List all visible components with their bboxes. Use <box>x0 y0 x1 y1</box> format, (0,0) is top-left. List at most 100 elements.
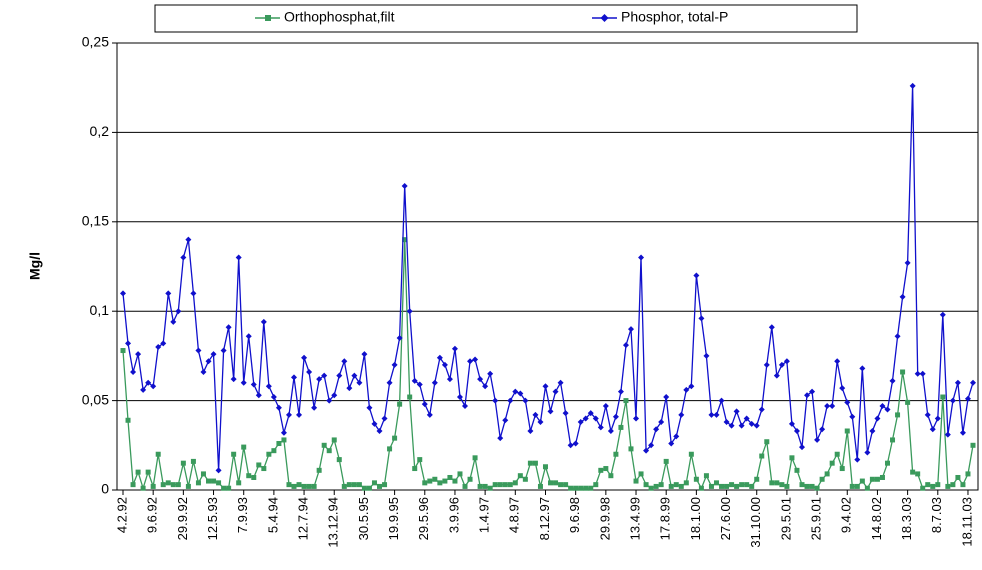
data-point <box>930 483 936 489</box>
data-point <box>698 485 704 491</box>
data-point <box>402 237 408 243</box>
data-point <box>407 394 413 400</box>
data-point <box>798 444 805 451</box>
data-point <box>301 354 308 361</box>
data-point <box>658 419 665 426</box>
data-point <box>175 482 181 488</box>
x-tick-label: 7.9.93 <box>235 497 250 533</box>
data-point <box>125 417 131 423</box>
data-point <box>321 442 327 448</box>
data-point <box>678 411 685 418</box>
data-point <box>754 476 760 482</box>
data-point <box>698 315 705 322</box>
data-point <box>794 467 800 473</box>
data-point <box>502 482 508 488</box>
data-point <box>135 469 141 475</box>
x-tick-label: 4.8.97 <box>507 497 522 533</box>
data-point <box>205 358 212 365</box>
data-point <box>265 383 272 390</box>
data-point <box>950 482 956 488</box>
data-point <box>572 440 579 447</box>
data-point <box>326 448 332 454</box>
data-point <box>165 480 171 486</box>
data-point <box>356 482 362 488</box>
data-point <box>145 379 152 386</box>
data-point <box>940 394 946 400</box>
data-point <box>869 427 876 434</box>
data-point <box>492 397 499 404</box>
data-point <box>230 376 237 383</box>
data-point <box>774 480 780 486</box>
data-point <box>844 399 851 406</box>
data-point <box>925 482 931 488</box>
data-point <box>929 426 936 433</box>
data-point <box>321 372 328 379</box>
x-tick-label: 29.9.98 <box>597 497 612 540</box>
data-point <box>764 439 770 445</box>
data-point <box>562 410 569 417</box>
data-point <box>939 311 946 318</box>
data-point <box>301 483 307 489</box>
data-point <box>160 482 166 488</box>
data-point <box>854 456 861 463</box>
data-point <box>824 402 831 409</box>
data-point <box>427 478 433 484</box>
data-point <box>548 480 554 486</box>
data-point <box>788 420 795 427</box>
data-point <box>175 308 182 315</box>
data-point <box>517 390 524 397</box>
data-point <box>351 482 357 488</box>
x-tick-label: 31.10.00 <box>748 497 763 548</box>
data-point <box>532 411 539 418</box>
data-point <box>884 460 890 466</box>
x-tick-label: 12.7.94 <box>296 497 311 540</box>
data-point <box>894 333 901 340</box>
data-point <box>215 467 222 474</box>
data-point <box>920 485 926 491</box>
data-point <box>839 385 846 392</box>
data-point <box>502 417 509 424</box>
data-point <box>195 347 202 354</box>
data-point <box>221 485 227 491</box>
data-point <box>719 483 725 489</box>
data-point <box>130 482 136 488</box>
data-point <box>879 474 885 480</box>
x-tick-label: 29.5.96 <box>416 497 431 540</box>
data-point <box>874 476 880 482</box>
data-point <box>356 379 363 386</box>
data-point <box>261 466 267 472</box>
data-point <box>914 370 921 377</box>
data-point <box>633 415 640 422</box>
data-point <box>361 485 367 491</box>
x-tick-label: 9.6.98 <box>567 497 582 533</box>
data-point <box>734 483 740 489</box>
data-point <box>884 406 891 413</box>
data-point <box>738 422 745 429</box>
data-point <box>804 483 810 489</box>
data-point <box>934 415 941 422</box>
data-point <box>955 474 961 480</box>
data-point <box>759 453 765 459</box>
x-tick-label: 4.2.92 <box>114 497 129 533</box>
data-point <box>633 478 639 484</box>
data-point <box>909 82 916 89</box>
data-point <box>638 254 645 261</box>
data-point <box>960 482 966 488</box>
data-point <box>869 476 875 482</box>
data-point <box>200 368 207 375</box>
data-point <box>371 420 378 427</box>
data-point <box>467 358 474 365</box>
data-point <box>280 429 287 436</box>
data-point <box>482 483 488 489</box>
data-point <box>120 290 126 297</box>
data-point <box>487 370 494 377</box>
data-point <box>724 483 730 489</box>
data-point <box>456 394 463 401</box>
data-point <box>361 351 368 358</box>
data-point <box>683 386 690 393</box>
data-point <box>895 412 901 418</box>
data-point <box>643 447 650 454</box>
data-point <box>522 397 529 404</box>
x-tick-label: 8.7.03 <box>929 497 944 533</box>
data-point <box>190 290 197 297</box>
